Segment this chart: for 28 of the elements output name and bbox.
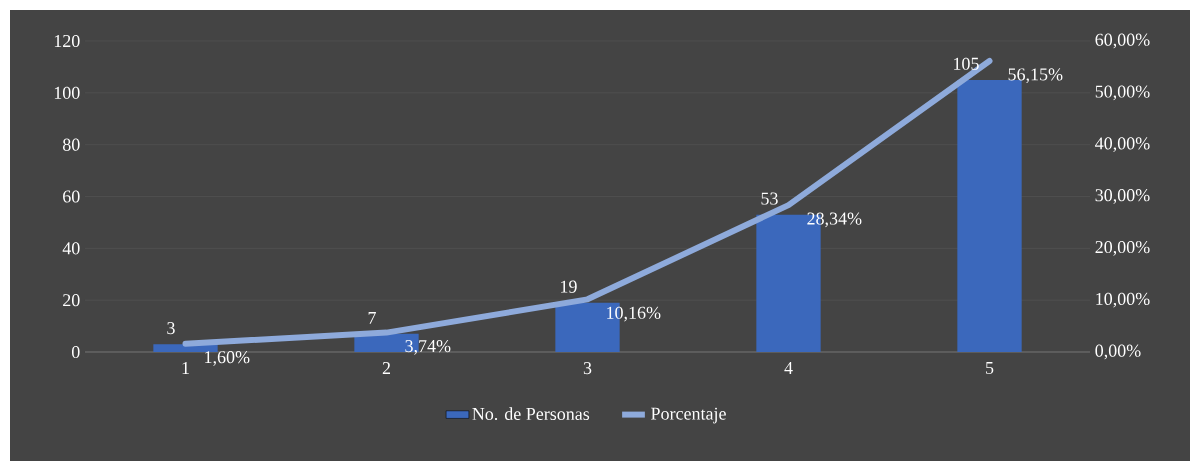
y2-tick-label: 30,00% [1095,189,1150,204]
y2-tick-label: 60,00% [1095,33,1150,49]
y-tick-label: 20 [63,294,80,307]
y-tick-label: 80 [62,138,80,151]
data-label: 19 [561,280,577,293]
y-tick-label: 120 [54,34,80,48]
y-tick-label: 0 [71,345,80,359]
data-label: 7 [368,312,376,324]
legend-label: Porcentaje [651,407,726,424]
x-tick-label: 5 [986,362,994,374]
data-label: 1,60% [205,351,250,366]
data-label: 3 [167,322,175,335]
data-label: 53 [761,192,778,205]
legend-label: No. de Personas [472,407,590,421]
y2-tick-label: 50,00% [1095,85,1150,101]
data-label: 105 [954,57,979,70]
y2-tick-label: 0,00% [1095,344,1141,360]
x-tick-label: 1 [182,362,189,374]
x-tick-label: 3 [583,362,592,375]
y-tick-label: 40 [62,242,80,255]
x-tick-label: 4 [784,362,793,374]
y-tick-label: 100 [54,86,80,99]
y-tick-label: 60 [63,190,80,203]
y2-tick-label: 10,00% [1096,292,1150,308]
y2-tick-label: 20,00% [1095,240,1150,256]
y2-tick-label: 40,00% [1095,137,1150,153]
x-tick-label: 2 [382,362,391,374]
data-label: 56,15% [1008,68,1063,84]
